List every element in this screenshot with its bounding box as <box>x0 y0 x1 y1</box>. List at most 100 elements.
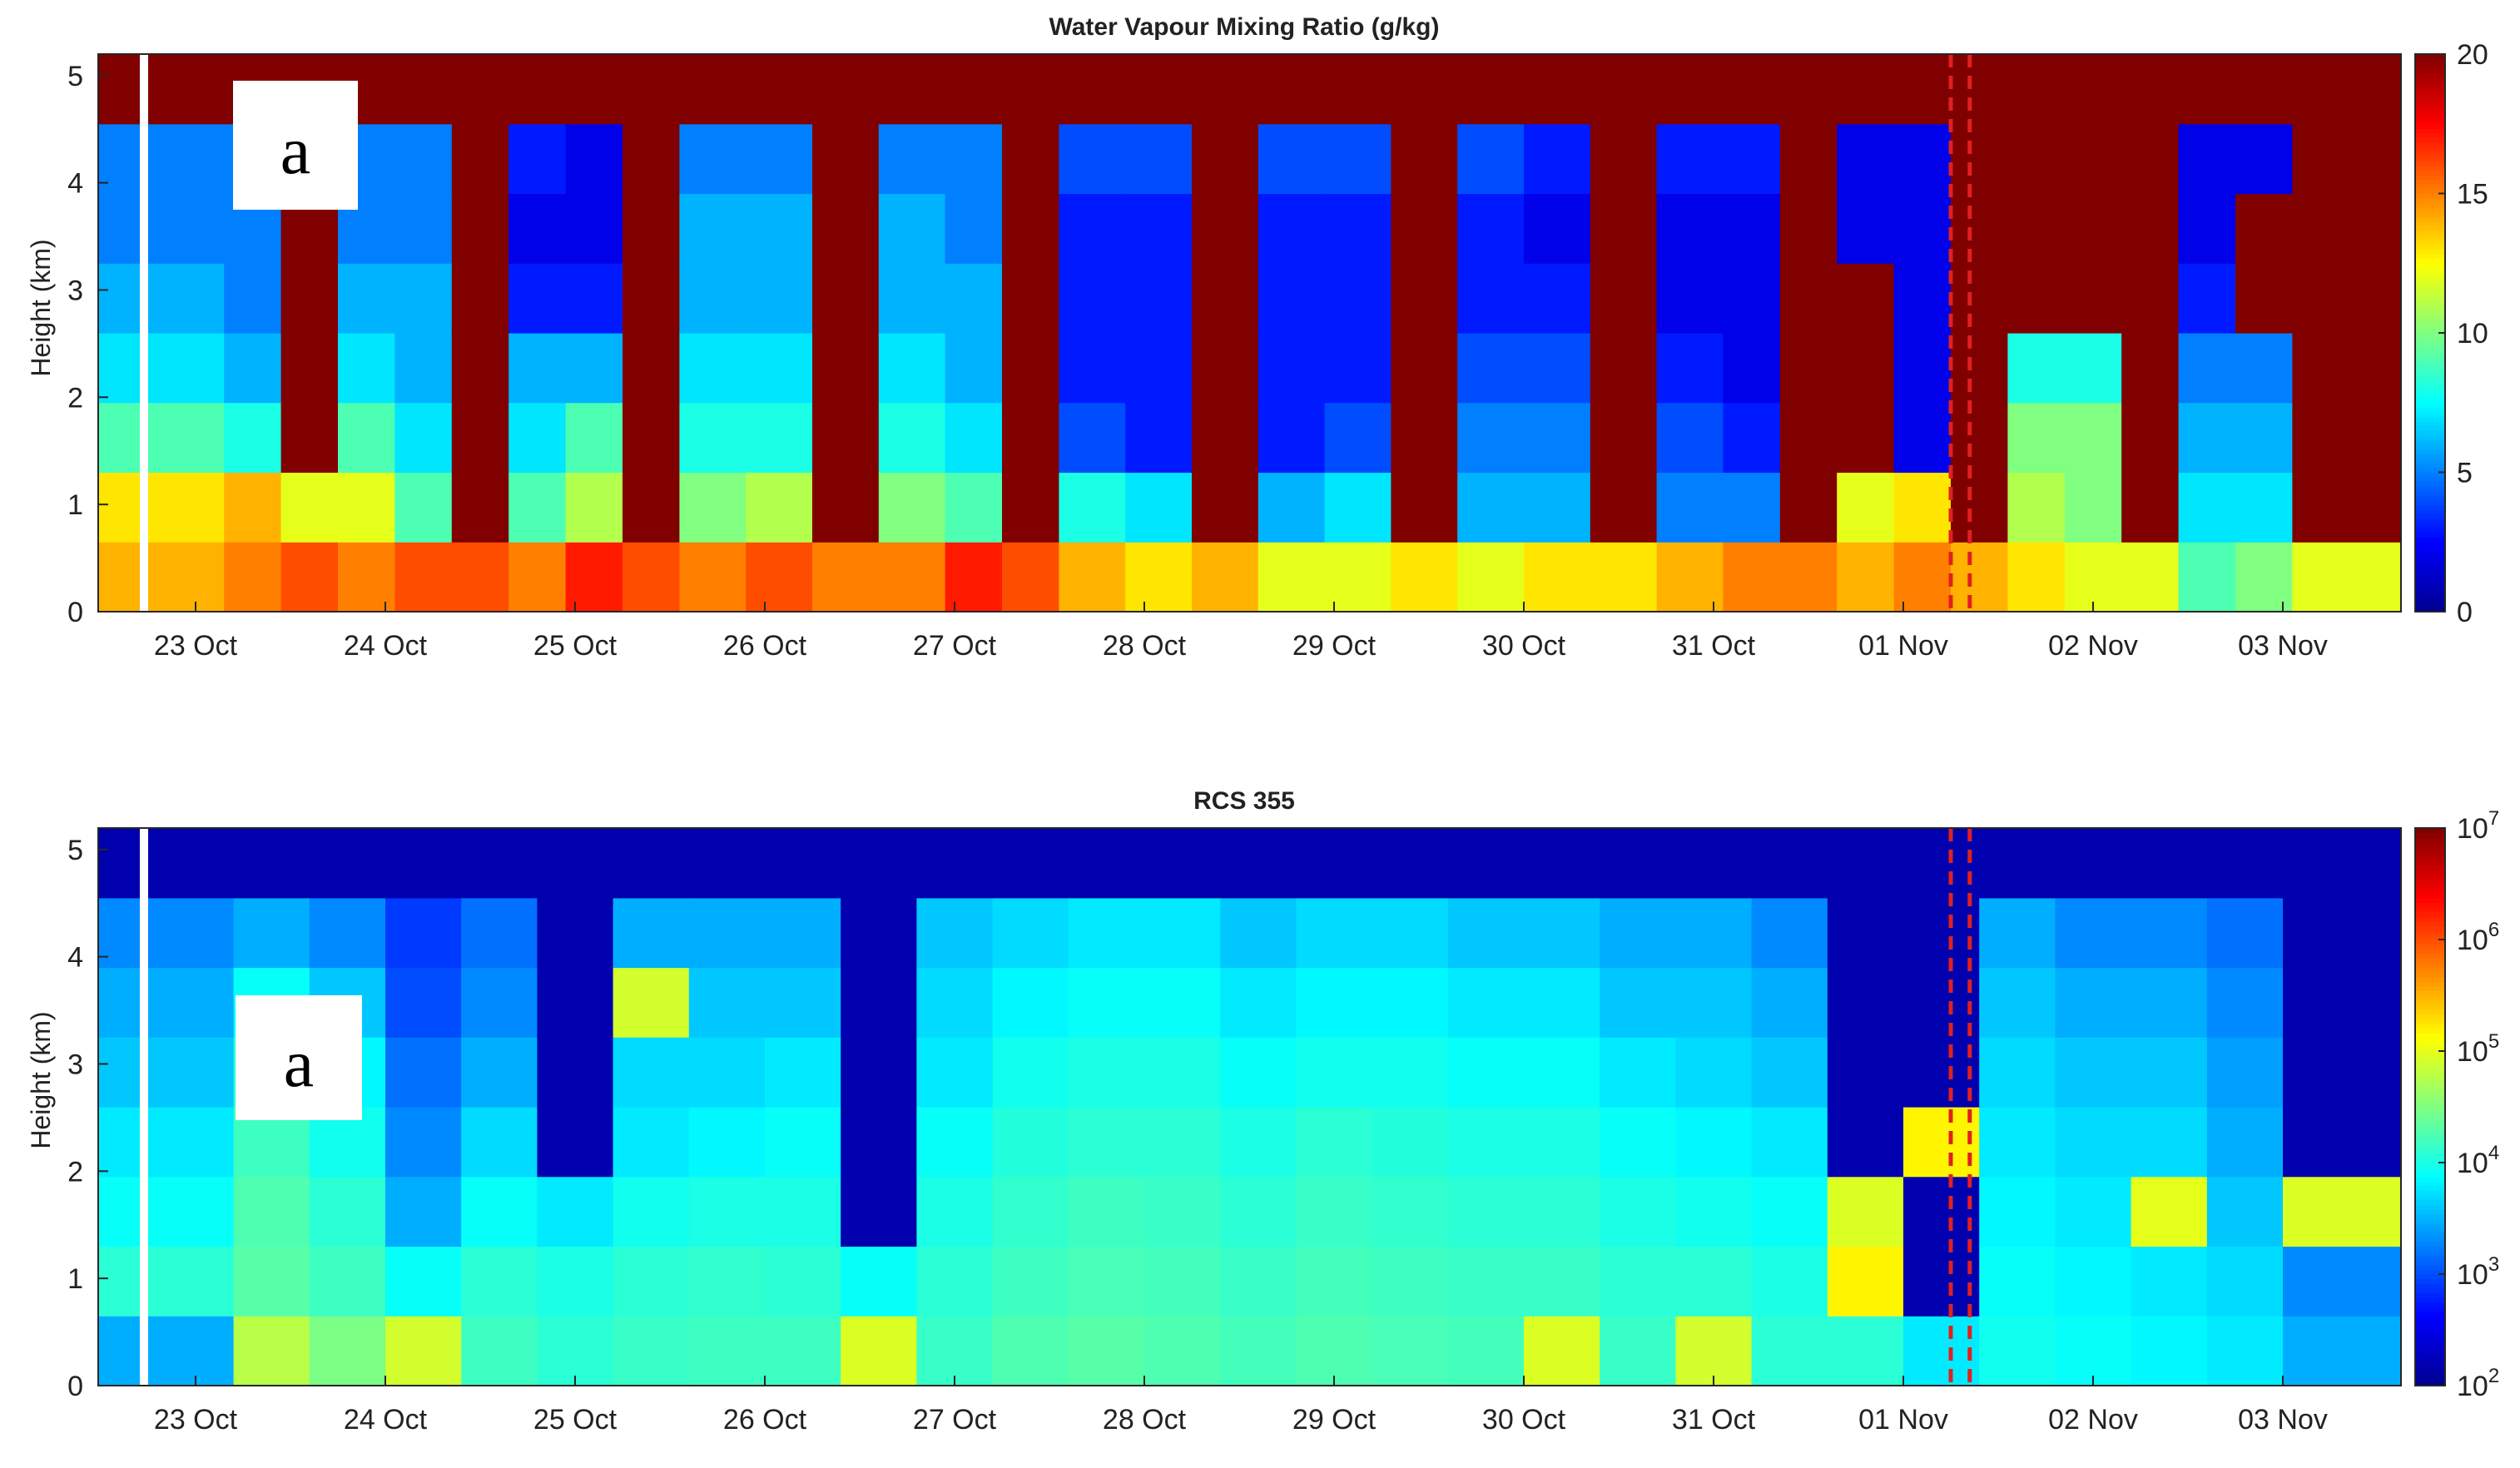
heatmap-cell <box>1524 333 1591 404</box>
colorbar-segment <box>2415 1014 2445 1019</box>
colorbar-segment <box>2415 1032 2445 1038</box>
heatmap-cell <box>394 472 453 543</box>
heatmap-cell <box>451 193 509 264</box>
heatmap-cell <box>385 1176 462 1247</box>
colorbar-segment <box>2415 202 2445 208</box>
colorbar-segment <box>2415 1339 2445 1345</box>
heatmap-cell <box>1068 1037 1145 1108</box>
colorbar-segment <box>2415 1041 2445 1048</box>
heatmap-cell <box>1827 1246 1904 1317</box>
heatmap-cell <box>945 542 1003 612</box>
heatmap-cell <box>98 1037 235 1108</box>
colorbar-segment <box>2415 1185 2445 1192</box>
colorbar-segment <box>2415 1023 2445 1029</box>
heatmap-cell <box>2292 123 2402 195</box>
heatmap-cell <box>688 1176 766 1247</box>
colorbar-segment <box>2415 542 2445 548</box>
heatmap-cell <box>461 897 538 969</box>
heatmap-cell <box>1059 123 1126 195</box>
heatmap-cell <box>385 828 462 899</box>
colorbar-segment <box>2415 1366 2445 1372</box>
colorbar-segment <box>2415 355 2445 362</box>
heatmap-cell <box>916 897 994 969</box>
colorbar-tick-label: 102 <box>2457 1365 2499 1402</box>
colorbar-tick-label: 5 <box>2457 458 2473 489</box>
plot-frame <box>97 53 2402 612</box>
heatmap-cell <box>878 402 946 474</box>
colorbar-segment <box>2415 267 2445 274</box>
heatmap-cell <box>1751 1037 1828 1108</box>
heatmap-cell <box>2178 402 2236 474</box>
colorbar-segment <box>2415 300 2445 306</box>
heatmap-cell <box>688 897 766 969</box>
heatmap-cell <box>565 263 623 334</box>
heatmap-cell <box>992 967 1069 1038</box>
colorbar-segment <box>2415 1297 2445 1303</box>
x-tick-label: 30 Oct <box>1482 1404 1566 1436</box>
heatmap-cell <box>1903 1107 1980 1178</box>
colorbar-segment <box>2415 518 2445 524</box>
colorbar-segment <box>2415 593 2445 598</box>
heatmap-cell <box>451 472 509 543</box>
heatmap-cell <box>1779 402 1838 474</box>
heatmap-cell <box>280 402 339 474</box>
x-tick-label: 23 Oct <box>154 1404 238 1436</box>
heatmap-cell <box>1068 1107 1145 1178</box>
colorbar-tick-label: 105 <box>2457 1030 2499 1068</box>
colorbar-segment <box>2415 290 2445 296</box>
colorbar-segment <box>2415 351 2445 357</box>
heatmap-cell <box>1144 1037 1221 1108</box>
colorbar-segment <box>2415 54 2445 60</box>
heatmap-cell <box>1125 333 1193 404</box>
heatmap-cell <box>2292 333 2402 404</box>
colorbar: 102 103 104 105 106 107 <box>2414 807 2499 1402</box>
colorbar-segment <box>2415 935 2445 940</box>
heatmap-cell <box>394 263 453 334</box>
heatmap-cell <box>765 1176 841 1247</box>
heatmap-cell <box>1903 1316 1980 1386</box>
heatmap-cell <box>2206 828 2284 899</box>
heatmap-cell <box>1192 54 1259 125</box>
heatmap-cell <box>916 1107 994 1178</box>
colorbar-segment <box>2415 1153 2445 1159</box>
heatmap-cell <box>461 1176 538 1247</box>
heatmap-cell <box>992 1176 1069 1247</box>
heatmap-cell <box>565 333 623 404</box>
colorbar-segment <box>2415 254 2445 260</box>
colorbar-segment <box>2415 1283 2445 1289</box>
wv-mixing-ratio-panel: Water Vapour Mixing Ratio (g/kg) Height … <box>0 0 2520 716</box>
heatmap-cell <box>1723 193 1781 264</box>
heatmap-cell <box>1457 542 1525 612</box>
heatmap-cell <box>613 1316 690 1386</box>
heatmap-cell <box>1524 402 1591 474</box>
colorbar-segment <box>2415 110 2445 116</box>
colorbar-segment <box>2415 1107 2445 1113</box>
heatmap-cell <box>765 967 841 1038</box>
heatmap-cell <box>1951 542 2008 612</box>
heatmap-cell <box>1656 263 1724 334</box>
colorbar-segment <box>2415 166 2445 171</box>
heatmap-cell <box>1903 1246 1980 1317</box>
heatmap-cell <box>537 1246 614 1317</box>
heatmap-cell <box>1447 1037 1525 1108</box>
colorbar-segment <box>2415 87 2445 92</box>
colorbar-segment <box>2415 1111 2445 1117</box>
heatmap-cell <box>1979 1246 2056 1317</box>
heatmap-cell <box>765 1107 841 1178</box>
colorbar-segment <box>2415 962 2445 969</box>
heatmap-cell <box>1979 1107 2056 1178</box>
heatmap-cell <box>992 828 1069 899</box>
colorbar-segment <box>2415 574 2445 580</box>
heatmap-cell <box>945 54 1003 125</box>
heatmap-cell <box>508 402 567 474</box>
x-tick-label: 27 Oct <box>913 630 997 662</box>
y-axis-label: Height (km) <box>26 1011 56 1148</box>
colorbar-segment <box>2415 1352 2445 1359</box>
heatmap-cell <box>1372 897 1449 969</box>
heatmap-cell <box>1296 1107 1373 1178</box>
colorbar-segment <box>2415 1158 2445 1163</box>
colorbar-segment <box>2415 105 2445 111</box>
heatmap-cell <box>1590 542 1658 612</box>
heatmap-cell <box>688 1316 766 1386</box>
heatmap-cell <box>2283 1176 2402 1247</box>
